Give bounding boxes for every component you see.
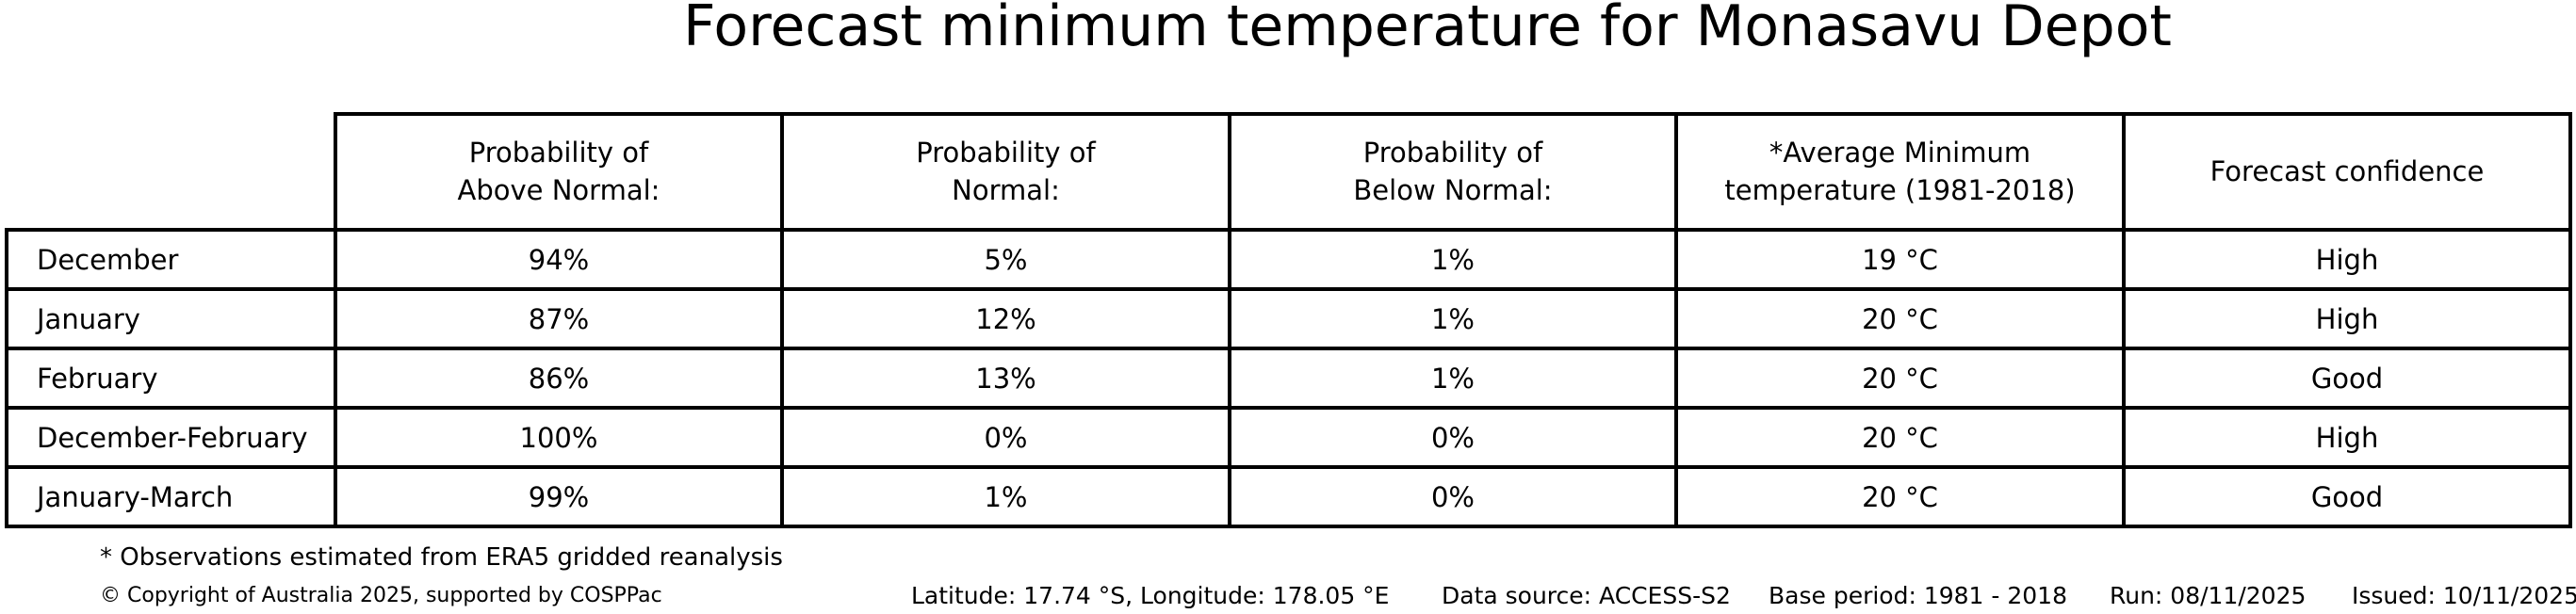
- cell-below-normal: 1%: [1228, 287, 1678, 350]
- base-period-text: Base period: 1981 - 2018: [1769, 582, 2067, 609]
- cell-confidence: High: [2122, 287, 2572, 350]
- cell-avg-min-temp: 20 °C: [1674, 406, 2126, 469]
- table-row-january-march: January-March 99% 1% 0% 20 °C Good: [5, 465, 2572, 528]
- header-above-normal: Probability of Above Normal:: [334, 112, 784, 232]
- header-avg-min-temp: *Average Minimum temperature (1981-2018): [1674, 112, 2126, 232]
- cell-below-normal: 1%: [1228, 347, 1678, 410]
- table-row-january: January 87% 12% 1% 20 °C High: [5, 287, 2572, 350]
- table-row-february: February 86% 13% 1% 20 °C Good: [5, 347, 2572, 410]
- header-forecast-confidence: Forecast confidence: [2122, 112, 2572, 232]
- cell-normal: 12%: [780, 287, 1231, 350]
- cell-confidence: Good: [2122, 347, 2572, 410]
- issued-date-text: Issued: 10/11/2025: [2352, 582, 2576, 609]
- cell-avg-min-temp: 20 °C: [1674, 347, 2126, 410]
- cell-above-normal: 100%: [334, 406, 784, 469]
- cell-normal: 0%: [780, 406, 1231, 469]
- cell-confidence: High: [2122, 406, 2572, 469]
- row-label: December-February: [5, 406, 337, 469]
- cell-avg-min-temp: 20 °C: [1674, 287, 2126, 350]
- cell-above-normal: 99%: [334, 465, 784, 528]
- table-row-december-february: December-February 100% 0% 0% 20 °C High: [5, 406, 2572, 469]
- row-label: December: [5, 228, 337, 291]
- corner-cell: [7, 114, 335, 230]
- cell-confidence: Good: [2122, 465, 2572, 528]
- cell-below-normal: 0%: [1228, 406, 1678, 469]
- cell-below-normal: 0%: [1228, 465, 1678, 528]
- table-header-row: Probability of Above Normal: Probability…: [7, 112, 2572, 232]
- row-label: January-March: [5, 465, 337, 528]
- cell-above-normal: 94%: [334, 228, 784, 291]
- cell-above-normal: 87%: [334, 287, 784, 350]
- cell-confidence: High: [2122, 228, 2572, 291]
- cell-below-normal: 1%: [1228, 228, 1678, 291]
- header-below-normal: Probability of Below Normal:: [1228, 112, 1678, 232]
- run-date-text: Run: 08/11/2025: [2110, 582, 2307, 609]
- cell-normal: 5%: [780, 228, 1231, 291]
- forecast-table: Probability of Above Normal: Probability…: [5, 112, 2572, 528]
- figure-title: Forecast minimum temperature for Monasav…: [683, 0, 2172, 59]
- row-label: January: [5, 287, 337, 350]
- footnote: * Observations estimated from ERA5 gridd…: [100, 543, 783, 572]
- header-normal: Probability of Normal:: [780, 112, 1231, 232]
- cell-avg-min-temp: 20 °C: [1674, 465, 2126, 528]
- location-text: Latitude: 17.74 °S, Longitude: 178.05 °E: [911, 582, 1390, 609]
- cell-avg-min-temp: 19 °C: [1674, 228, 2126, 291]
- data-source-text: Data source: ACCESS-S2: [1442, 582, 1731, 609]
- copyright-text: © Copyright of Australia 2025, supported…: [100, 584, 662, 607]
- cell-normal: 1%: [780, 465, 1231, 528]
- table-row-december: December 94% 5% 1% 19 °C High: [5, 228, 2572, 291]
- cell-normal: 13%: [780, 347, 1231, 410]
- cell-above-normal: 86%: [334, 347, 784, 410]
- row-label: February: [5, 347, 337, 410]
